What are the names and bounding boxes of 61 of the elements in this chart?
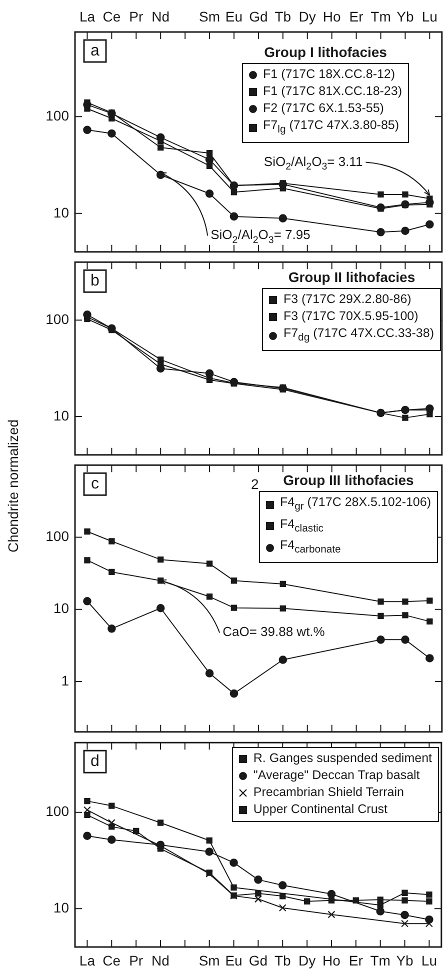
y-tick-label: 10 [53,407,70,424]
x-tick-label: Nd [152,952,170,968]
x-tick-label: Ce [102,952,121,968]
x-tick-label: Dy [298,952,316,968]
annotation: a [90,42,100,60]
x-tick-label: Tb [274,8,292,24]
x-tick-label: Ho [322,8,341,24]
x-tick-label: Sm [199,8,220,24]
legend-label: F7$_{lg}$ (717C 47X.3.80-85) [263,117,400,138]
x-tick-label: Tb [274,952,292,968]
y-axis-title: Chondrite normalized [5,419,21,553]
annotation: b [90,272,100,290]
x-tick-label: Ce [102,8,121,24]
legend-title: Group II lithofacies [288,269,416,285]
x-tick-label: La [79,8,96,24]
y-tick-label: 10 [53,204,70,220]
legend-title: Group I lithofacies [264,44,387,60]
legend-label: Upper Continental Crust [253,801,388,818]
x-tick-label: Ho [322,952,341,968]
y-tick-label: 100 [46,803,70,820]
x-tick-label: Lu [422,8,438,24]
x-tick-label: Lu [421,952,437,968]
x-tick-label: Yb [396,952,414,968]
x-tick-label: Er [348,952,364,968]
legend-label: "Average" Deccan Trap basalt [253,767,420,784]
x-tick-label: Yb [396,8,414,24]
legend-label: F4$_{gr}$ (717C 28X.5.102-106) [280,494,431,514]
annotation: 2 [250,476,259,492]
legend-label: F3 (717C 29X.2.80-86) [283,291,412,308]
x-tick-label: Eu [225,952,242,968]
legend-label: F7$_{dg}$ (717C 47X.CC.33-38) [283,325,434,346]
legend-label: F3 (717C 70X.5.95-100) [283,308,418,325]
x-tick-label: Dy [298,8,316,24]
legend-label: Precambrian Shield Terrain [253,784,404,801]
legend-title: Group III lithofacies [283,472,414,488]
legend-label: R. Ganges suspended sediment [253,750,432,767]
x-tick-label: Sm [198,952,220,968]
x-tick-label: Gd [248,952,268,968]
legend-label: F1 (717C 81X.CC.18-23) [263,83,402,100]
y-tick-label: 100 [46,528,70,544]
y-tick-label: 10 [53,900,70,916]
legend-label: F2 (717C 6X.1.53-55) [263,100,384,117]
x-tick-label: Eu [225,8,243,24]
y-tick-label: 1 [61,672,70,688]
x-tick-label: Nd [152,8,170,24]
x-tick-label: Er [349,8,364,24]
legend-label: F1 (717C 18X.CC.8-12) [263,66,396,83]
x-tick-label: Gd [249,8,268,24]
x-tick-label: Pr [129,952,144,968]
x-tick-label: Pr [129,8,144,24]
x-tick-label: La [79,952,96,968]
y-tick-label: 100 [46,108,70,124]
y-tick-label: 10 [53,600,70,616]
x-tick-label: Tm [370,8,391,24]
annotation: c [91,476,99,493]
annotation: CaO= 39.88 wt.% [222,624,326,640]
annotation: d [90,753,100,770]
x-tick-label: Tm [370,952,390,968]
y-tick-label: 100 [46,311,70,327]
legend-label: F4$_{carbonate}$ [280,537,341,558]
legend-label: F4$_{clastic}$ [280,516,324,536]
